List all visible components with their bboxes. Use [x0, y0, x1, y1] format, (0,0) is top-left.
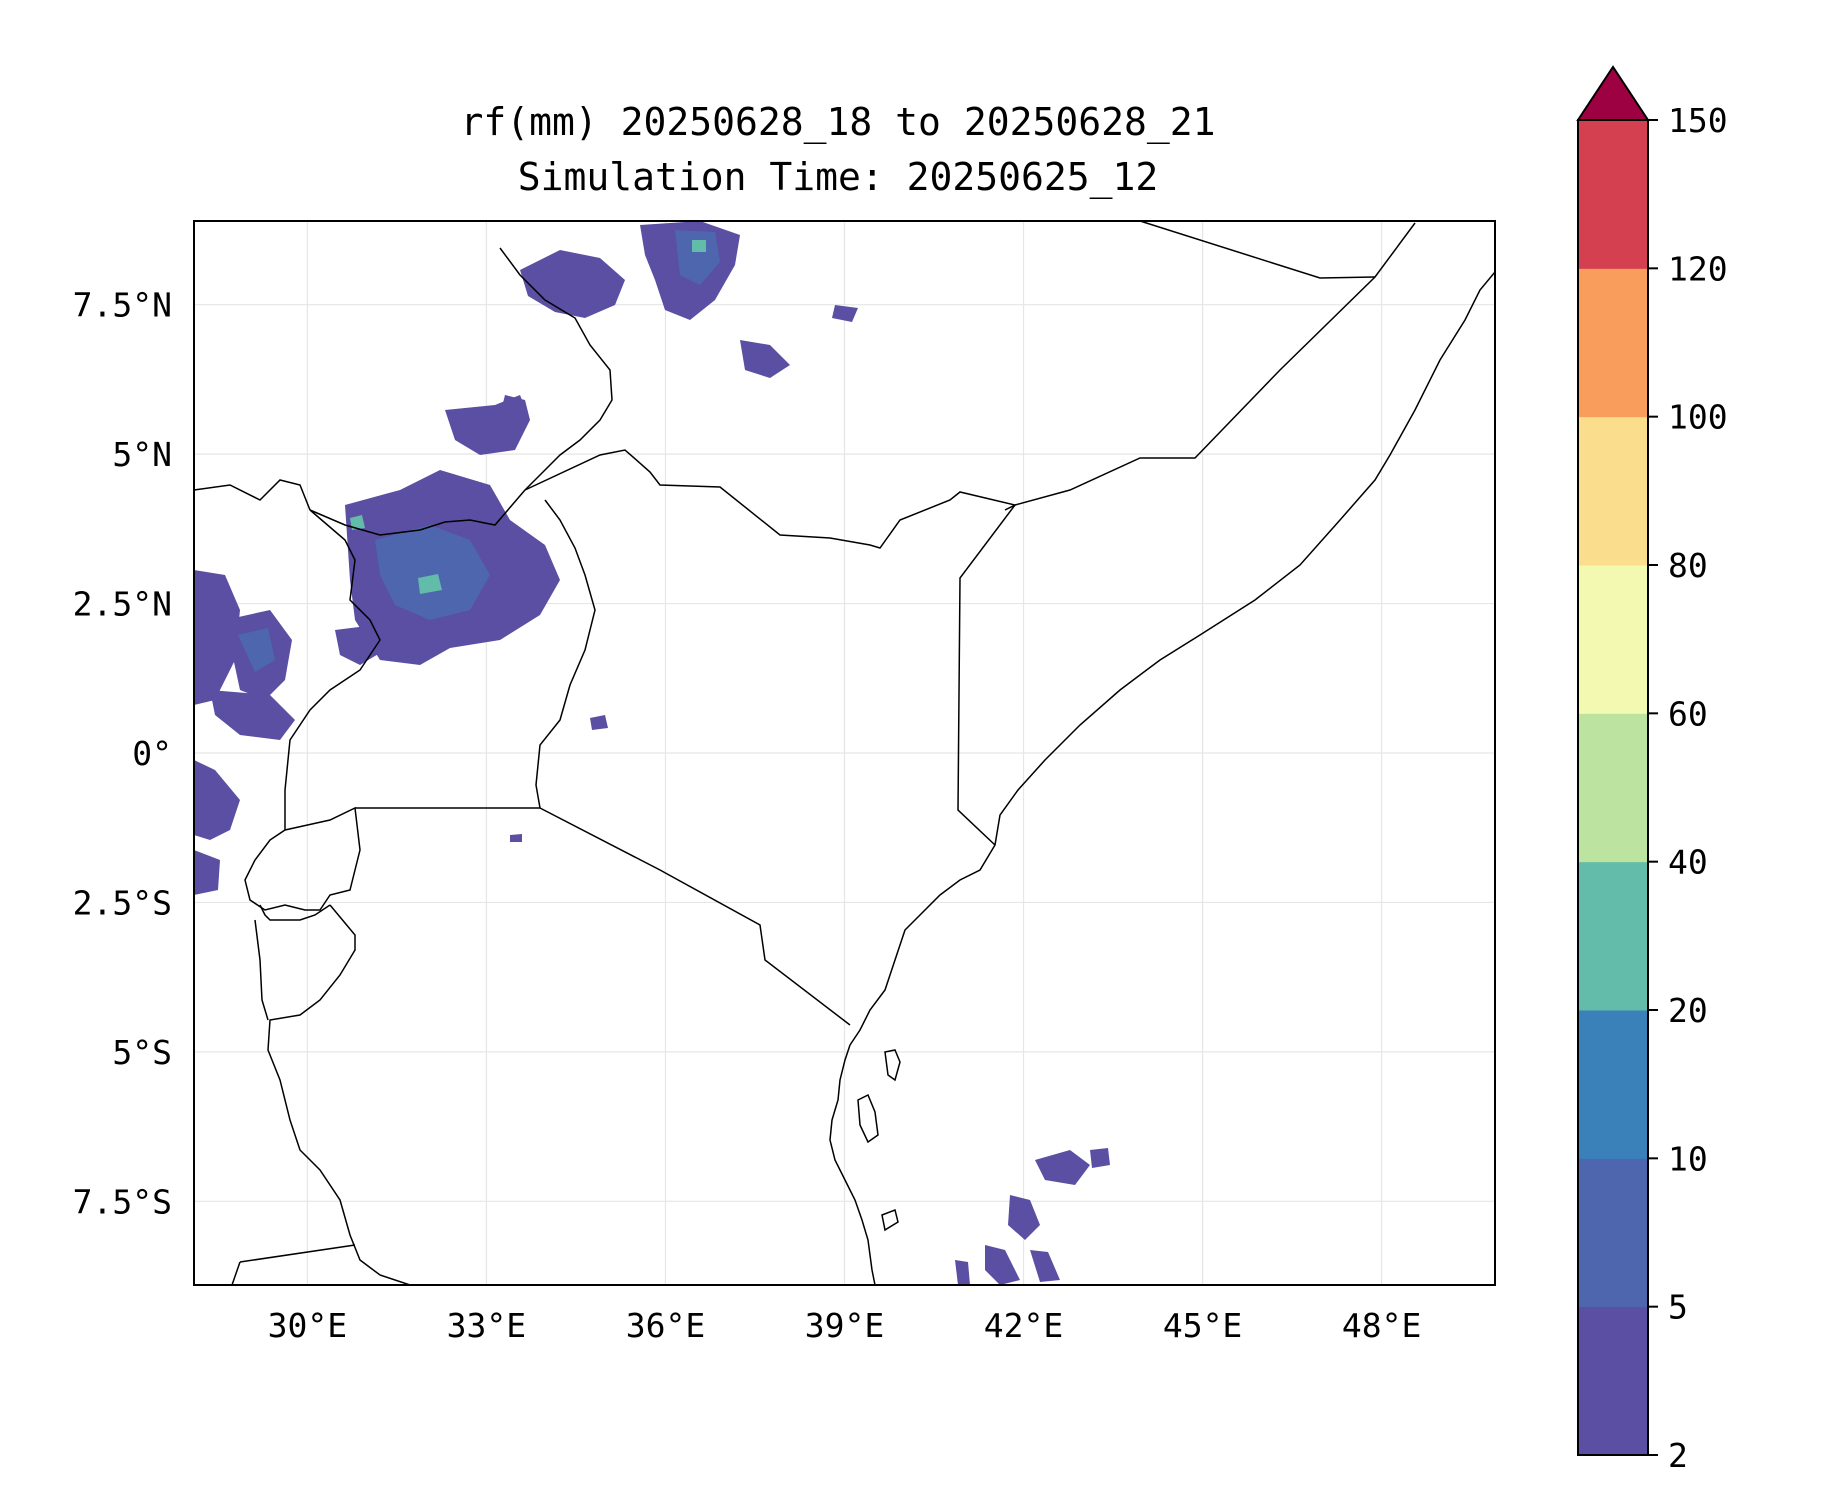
rain-patch-uganda-main-core	[375, 525, 490, 620]
colorbar-segment	[1578, 120, 1648, 269]
colorbar-segment	[1578, 565, 1648, 714]
y-tick-label: 2.5°N	[73, 585, 172, 624]
colorbar-tick-label: 10	[1668, 1139, 1708, 1178]
colorbar-segment	[1578, 268, 1648, 418]
y-tick-label: 7.5°S	[73, 1182, 172, 1221]
rain-patch-ocean-1	[1035, 1150, 1090, 1185]
rain-patch-drc-southwest	[194, 760, 240, 840]
colorbar-tick-label: 150	[1668, 101, 1728, 140]
border-south-sudan-car-drc	[194, 479, 311, 511]
rain-patch-ocean-4	[1030, 1250, 1060, 1282]
rain-patch-ocean-6	[955, 1260, 970, 1285]
border-south-sudan-uganda	[309, 489, 526, 536]
rain-patch-ethiopia-west-peak	[692, 240, 706, 252]
y-tick-label: 2.5°S	[73, 883, 172, 922]
colorbar-segment	[1578, 713, 1648, 863]
colorbar-extend-arrow	[1576, 65, 1650, 121]
x-tick-label: 30°E	[268, 1306, 347, 1345]
gridlines	[194, 221, 1495, 1285]
border-zambia-west	[231, 1261, 241, 1285]
x-tick-label: 39°E	[805, 1306, 884, 1345]
y-tick-label: 5°S	[112, 1033, 172, 1072]
colorbar-segment	[1578, 861, 1648, 1011]
border-kenya-somalia	[957, 504, 1016, 846]
x-tick-label: 36°E	[626, 1306, 705, 1345]
colorbar-segment	[1578, 1010, 1648, 1159]
island-pemba	[884, 1049, 901, 1082]
border-uganda-drc	[284, 509, 381, 830]
rain-patch-ocean-5	[1090, 1148, 1110, 1168]
rain-patch-drc-east-core	[238, 628, 275, 672]
coast-somalia	[849, 271, 1495, 1046]
island-zanzibar	[857, 1093, 879, 1144]
colorbar-tick-label: 20	[1668, 991, 1708, 1030]
colorbar-tick-label: 60	[1668, 694, 1708, 733]
rain-patch-ocean-2	[1008, 1195, 1040, 1240]
border-tanzania-drc-lake	[267, 904, 411, 1285]
colorbar-tick-label: 100	[1668, 398, 1728, 437]
rain-patch-drc-east	[194, 570, 240, 705]
coast-tanzania	[829, 1044, 876, 1285]
map-panel: 30°E 33°E 36°E 39°E 42°E 45°E 48°E 7.5°N 5°N 2.5…	[73, 220, 1496, 1345]
x-tick-label: 33°E	[447, 1306, 526, 1345]
colorbar-segment	[1578, 1158, 1648, 1308]
colorbar-tick-label: 80	[1668, 546, 1708, 585]
border-rwanda-burundi	[244, 806, 361, 911]
latitude-ticks: 7.5°N 5°N 2.5°N 0° 2.5°S 5°S 7.5°S	[73, 286, 172, 1222]
colorbar-segment	[1578, 416, 1648, 566]
map-title-line2: Simulation Time: 20250625_12	[518, 155, 1159, 200]
island-mafia	[881, 1208, 899, 1232]
border-rwanda-burundi-split	[259, 904, 331, 921]
longitude-ticks: 30°E 33°E 36°E 39°E 42°E 45°E 48°E	[268, 1306, 1422, 1345]
country-borders	[194, 221, 1495, 1285]
rain-patch-ocean-3	[985, 1245, 1020, 1285]
colorbar-tick-label: 40	[1668, 843, 1708, 882]
colorbar-tick-label: 120	[1668, 249, 1728, 288]
rain-patch-lake-albert	[335, 625, 385, 665]
x-tick-label: 48°E	[1342, 1306, 1421, 1345]
rain-patch-drc-south	[210, 690, 295, 740]
colorbar-frame	[1577, 119, 1649, 1456]
border-ethiopia-south-sudan	[499, 247, 613, 491]
border-tanzania-drc-west	[254, 919, 269, 1021]
border-ethiopia-kenya	[524, 449, 1018, 549]
rain-patch-drc-southwest-2	[194, 850, 220, 895]
rain-patch-tanzania-nw	[510, 834, 522, 842]
rainfall-contours	[194, 221, 1110, 1285]
border-ethiopia-northeast	[1139, 221, 1376, 279]
border-kenya-tanzania	[539, 807, 851, 1026]
colorbar-tick-label: 2	[1668, 1436, 1688, 1475]
rain-patch-ethiopia-sw	[740, 340, 790, 378]
map-title-line1: rf(mm) 20250628_18 to 20250628_21	[461, 100, 1216, 145]
rain-patch-uganda-peak	[418, 574, 442, 594]
y-tick-label: 7.5°N	[73, 286, 172, 325]
rain-patch-uganda-north-east	[500, 395, 530, 430]
rain-patch-ethiopia-small	[832, 305, 858, 322]
y-tick-label: 0°	[132, 734, 172, 773]
border-tanzania-zambia	[239, 1244, 356, 1263]
colorbar-tick-label: 5	[1668, 1288, 1688, 1327]
rain-patch-ethiopia-west-core	[675, 230, 720, 285]
rain-patch-kenya-west	[590, 715, 608, 730]
rain-patch-uganda-peak-2	[350, 515, 365, 530]
map-frame	[193, 220, 1496, 1286]
colorbar-segment	[1578, 1306, 1648, 1456]
x-tick-label: 42°E	[984, 1306, 1063, 1345]
x-tick-label: 45°E	[1163, 1306, 1242, 1345]
colorbar: 2 5 10 20 40 60 80 100 120 150	[1576, 65, 1728, 1475]
y-tick-label: 5°N	[112, 435, 172, 474]
border-uganda-kenya	[535, 499, 596, 809]
